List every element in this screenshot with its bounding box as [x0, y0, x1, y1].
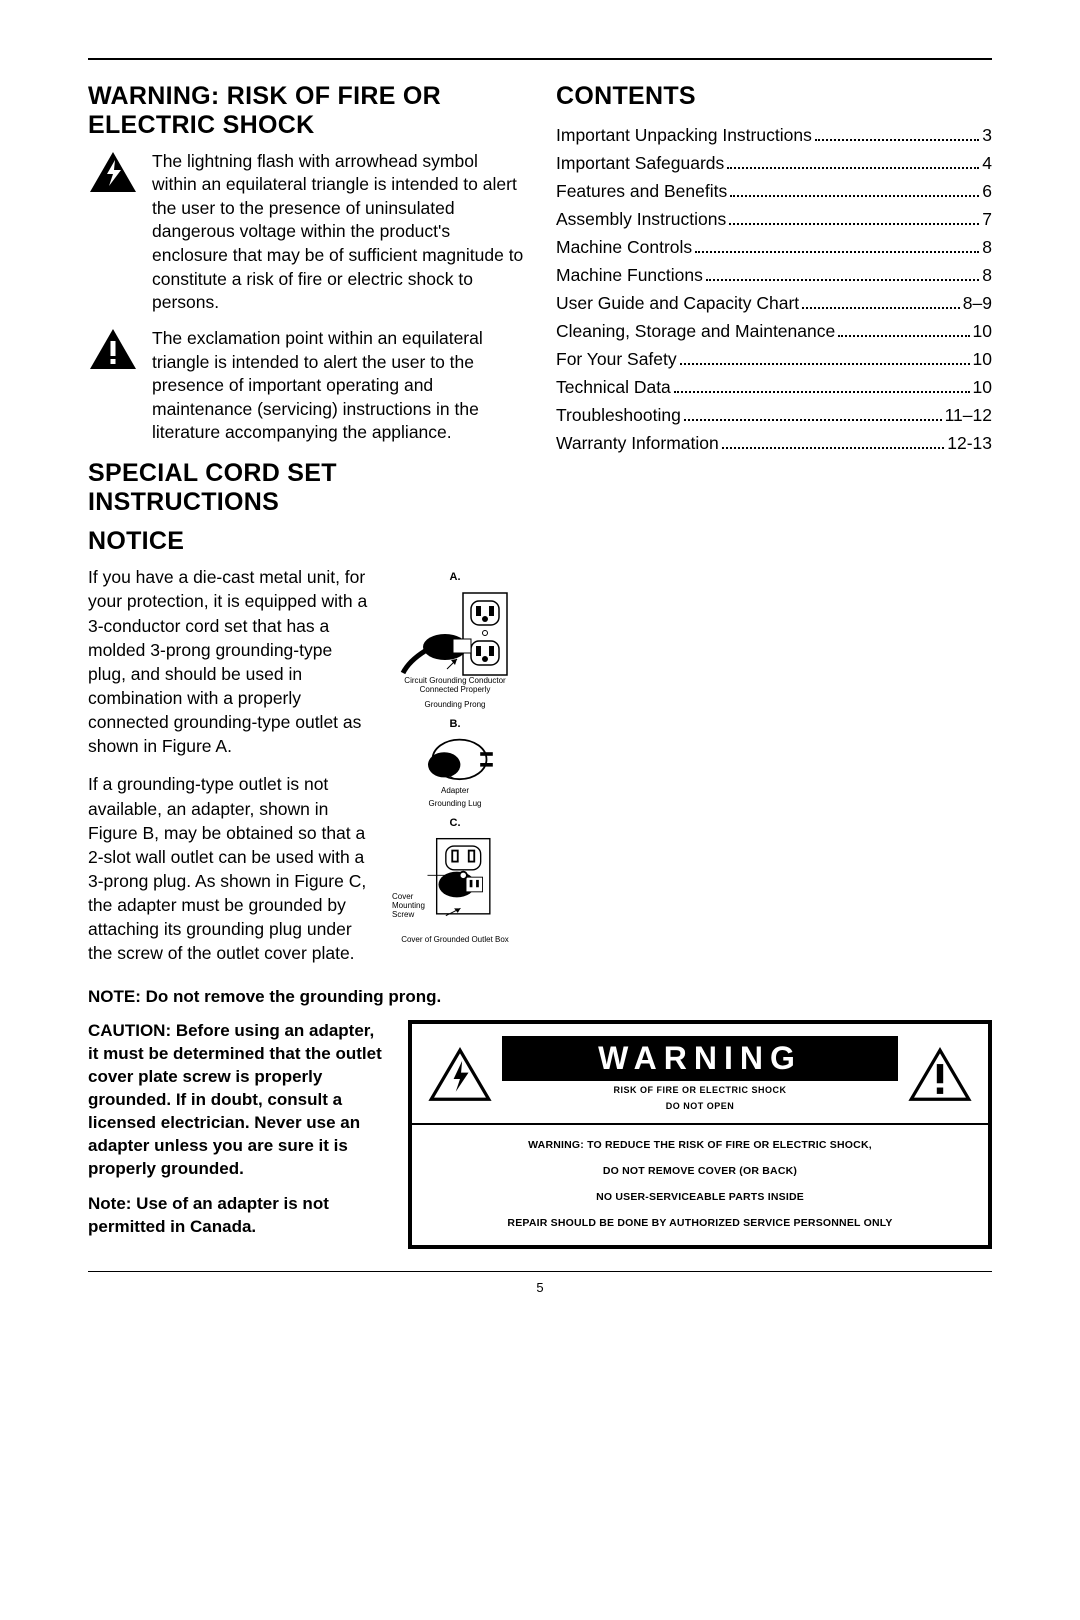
bottom-section: CAUTION: Before using an adapter, it mus… [88, 1020, 992, 1250]
cord-para-2: If a grounding-type outlet is not availa… [88, 772, 368, 965]
toc-label: Features and Benefits [556, 177, 727, 205]
toc-row: User Guide and Capacity Chart 8–9 [556, 289, 992, 317]
toc-dots [722, 447, 944, 449]
toc-row: For Your Safety 10 [556, 345, 992, 373]
cord-heading-1: SPECIAL CORD SET INSTRUCTIONS [88, 459, 524, 517]
toc-page: 4 [982, 149, 992, 177]
toc-dots [684, 419, 942, 421]
cord-text-column: If you have a die-cast metal unit, for y… [88, 565, 368, 979]
figure-b-caption-2: Grounding Lug [386, 800, 524, 809]
toc-label: Technical Data [556, 373, 671, 401]
toc-page: 6 [982, 177, 992, 205]
toc-page: 8 [982, 261, 992, 289]
figure-b-caption-1: Adapter [386, 787, 524, 796]
toc-page: 7 [982, 205, 992, 233]
toc-row: Machine Functions 8 [556, 261, 992, 289]
toc-row: Warranty Information 12-13 [556, 429, 992, 457]
figure-c-caption-2: Cover of Grounded Outlet Box [386, 936, 524, 945]
toc-page: 10 [973, 317, 992, 345]
toc-row: Cleaning, Storage and Maintenance 10 [556, 317, 992, 345]
toc-dots [729, 223, 979, 225]
right-column: CONTENTS Important Unpacking Instruction… [556, 82, 992, 1020]
toc-dots [815, 139, 979, 141]
outlet-figures: A. Circuit Grounding Conductor [386, 565, 524, 979]
toc-dots [706, 279, 979, 281]
figure-a-diagram [395, 589, 515, 679]
toc-label: Machine Functions [556, 261, 703, 289]
toc-label: Assembly Instructions [556, 205, 726, 233]
warning-heading: WARNING: RISK OF FIRE OR ELECTRIC SHOCK [88, 82, 524, 140]
warning-line-2: DO NOT REMOVE COVER (OR BACK) [428, 1165, 972, 1177]
warning-line-3: NO USER-SERVICEABLE PARTS INSIDE [428, 1191, 972, 1203]
table-of-contents: Important Unpacking Instructions3Importa… [556, 121, 992, 457]
warning-sub-1: RISK OF FIRE OR ELECTRIC SHOCK [502, 1085, 898, 1097]
cord-section: If you have a die-cast metal unit, for y… [88, 565, 524, 979]
toc-label: User Guide and Capacity Chart [556, 289, 799, 317]
toc-page: 8 [982, 233, 992, 261]
warning-line-4: REPAIR SHOULD BE DONE BY AUTHORIZED SERV… [428, 1217, 972, 1229]
toc-label: Machine Controls [556, 233, 692, 261]
warning-box-header: WARNING RISK OF FIRE OR ELECTRIC SHOCK D… [428, 1036, 972, 1112]
toc-row: Important Unpacking Instructions 3 [556, 121, 992, 149]
toc-label: Important Safeguards [556, 149, 724, 177]
toc-row: Troubleshooting 11–12 [556, 401, 992, 429]
warning-sub-2: DO NOT OPEN [502, 1101, 898, 1113]
toc-dots [730, 195, 979, 197]
warning-exclamation-icon [908, 1047, 972, 1102]
figure-a-caption-1: Circuit Grounding Conductor Connected Pr… [386, 677, 524, 695]
caution-block: CAUTION: Before using an adapter, it mus… [88, 1020, 388, 1250]
left-column: WARNING: RISK OF FIRE OR ELECTRIC SHOCK … [88, 82, 524, 1020]
two-column-layout: WARNING: RISK OF FIRE OR ELECTRIC SHOCK … [88, 82, 992, 1020]
toc-row: Important Safeguards 4 [556, 149, 992, 177]
toc-dots [838, 335, 969, 337]
bottom-rule [88, 1271, 992, 1272]
exclamation-text: The exclamation point within an equilate… [152, 327, 524, 445]
lightning-icon [88, 150, 138, 315]
toc-label: Important Unpacking Instructions [556, 121, 812, 149]
toc-label: Cleaning, Storage and Maintenance [556, 317, 835, 345]
caution-text: CAUTION: Before using an adapter, it mus… [88, 1020, 388, 1181]
figure-c-label: C. [386, 817, 524, 829]
toc-label: Warranty Information [556, 429, 719, 457]
lightning-symbol-row: The lightning flash with arrowhead symbo… [88, 150, 524, 315]
toc-dots [674, 391, 970, 393]
figure-b-label: B. [386, 718, 524, 730]
toc-page: 11–12 [945, 401, 992, 429]
toc-dots [695, 251, 979, 253]
toc-page: 8–9 [963, 289, 992, 317]
toc-label: Troubleshooting [556, 401, 681, 429]
toc-page: 10 [973, 373, 992, 401]
toc-dots [727, 167, 979, 169]
canada-note: Note: Use of an adapter is not permitted… [88, 1193, 388, 1239]
toc-label: For Your Safety [556, 345, 677, 373]
grounding-note: NOTE: Do not remove the grounding prong. [88, 986, 524, 1009]
warning-divider [412, 1123, 988, 1125]
toc-page: 3 [982, 121, 992, 149]
figure-b-diagram [410, 736, 500, 786]
top-rule [88, 58, 992, 60]
warning-line-1: WARNING: TO REDUCE THE RISK OF FIRE OR E… [428, 1139, 972, 1151]
warning-lightning-icon [428, 1047, 492, 1102]
cord-heading-2: NOTICE [88, 527, 524, 556]
lightning-text: The lightning flash with arrowhead symbo… [152, 150, 524, 315]
toc-dots [680, 363, 970, 365]
exclamation-icon [88, 327, 138, 445]
page-number: 5 [88, 1280, 992, 1295]
figure-a-caption-2: Grounding Prong [386, 701, 524, 710]
toc-page: 10 [973, 345, 992, 373]
warning-banner-group: WARNING RISK OF FIRE OR ELECTRIC SHOCK D… [502, 1036, 898, 1112]
warning-banner: WARNING [502, 1036, 898, 1081]
warning-box: WARNING RISK OF FIRE OR ELECTRIC SHOCK D… [408, 1020, 992, 1248]
toc-page: 12-13 [947, 429, 992, 457]
toc-row: Technical Data 10 [556, 373, 992, 401]
toc-row: Features and Benefits 6 [556, 177, 992, 205]
contents-heading: CONTENTS [556, 82, 992, 111]
toc-dots [802, 307, 960, 309]
figure-a-label: A. [386, 571, 524, 583]
toc-row: Machine Controls 8 [556, 233, 992, 261]
cord-para-1: If you have a die-cast metal unit, for y… [88, 565, 368, 758]
exclamation-symbol-row: The exclamation point within an equilate… [88, 327, 524, 445]
toc-row: Assembly Instructions 7 [556, 205, 992, 233]
